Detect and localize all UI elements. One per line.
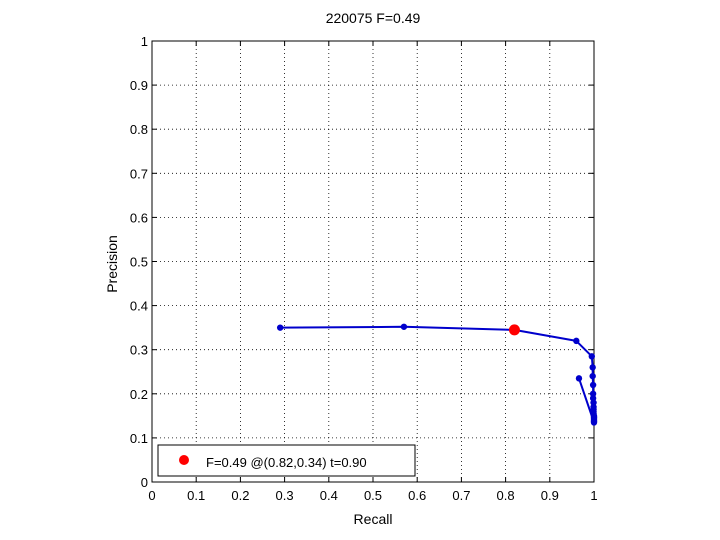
data-point	[589, 390, 597, 397]
data-point	[573, 337, 580, 345]
x-tick-label: 0.1	[187, 488, 205, 503]
y-tick-label: 0.4	[130, 299, 148, 314]
y-tick-label: 0	[141, 475, 148, 490]
chart-title: 220075 F=0.49	[326, 10, 421, 26]
y-axis-label: Precision	[104, 235, 120, 293]
x-tick-label: 0.8	[497, 488, 515, 503]
best-f-marker	[508, 324, 520, 336]
x-axis-label: Recall	[354, 511, 393, 527]
y-tick-label: 0.1	[130, 431, 148, 446]
grid	[152, 41, 594, 482]
x-tick-label: 0.3	[276, 488, 294, 503]
legend: F=0.49 @(0.82,0.34) t=0.90	[157, 444, 416, 477]
x-tick-label: 0.9	[541, 488, 559, 503]
data-point	[590, 419, 598, 426]
data-point	[589, 364, 596, 371]
y-tick-label: 0.7	[130, 166, 148, 181]
legend-marker	[179, 455, 189, 465]
y-tick-label: 0.5	[130, 255, 148, 270]
y-tick-label: 0.3	[130, 343, 148, 358]
x-tick-label: 1	[590, 488, 597, 503]
data-point	[400, 323, 408, 330]
legend-box	[157, 444, 416, 477]
data-point	[276, 324, 284, 331]
y-tick-label: 0.8	[130, 122, 148, 137]
x-tick-label: 0.7	[452, 488, 470, 503]
y-tick-label: 0.6	[130, 210, 148, 225]
series-line	[280, 325, 595, 424]
data-point	[588, 353, 595, 360]
x-tick-label: 0.5	[364, 488, 382, 503]
series	[276, 323, 598, 426]
data-point	[590, 399, 597, 406]
x-tick-label: 0.6	[408, 488, 426, 503]
x-tick-label: 0.2	[231, 488, 249, 503]
y-tick-label: 1	[141, 34, 148, 49]
x-tick-label: 0	[148, 488, 155, 503]
y-tick-label: 0.9	[130, 78, 148, 93]
axis-ticks: 0 0.1 0.2 0.3 0.4 0.5 0.6 0.7 0.8 0.9 1 0 0.1 0.2 0.3 0…	[130, 34, 598, 503]
x-tick-label: 0.4	[320, 488, 338, 503]
y-tick-label: 0.2	[130, 387, 148, 402]
data-point	[589, 381, 597, 389]
data-point	[589, 372, 596, 380]
legend-label: F=0.49 @(0.82,0.34) t=0.90	[206, 455, 367, 470]
data-point	[575, 375, 583, 382]
plot-frame	[151, 40, 595, 483]
